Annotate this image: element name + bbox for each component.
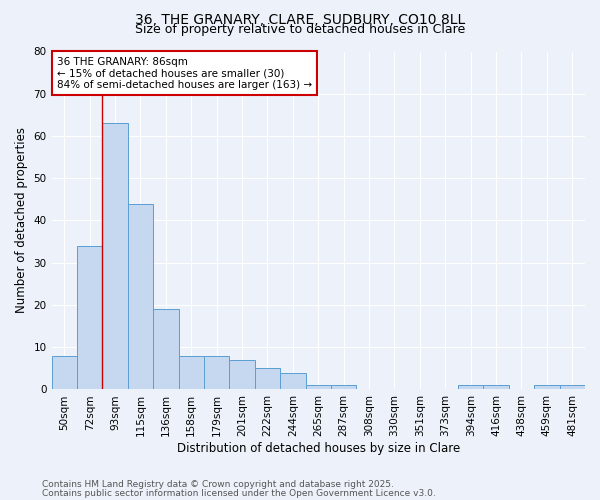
Bar xyxy=(305,385,331,390)
Bar xyxy=(280,372,305,390)
Text: 36 THE GRANARY: 86sqm
← 15% of detached houses are smaller (30)
84% of semi-deta: 36 THE GRANARY: 86sqm ← 15% of detached … xyxy=(57,56,312,90)
Bar xyxy=(204,356,229,390)
Bar xyxy=(331,385,356,390)
Bar xyxy=(534,385,560,390)
Bar xyxy=(458,385,484,390)
Bar xyxy=(229,360,255,390)
Text: 36, THE GRANARY, CLARE, SUDBURY, CO10 8LL: 36, THE GRANARY, CLARE, SUDBURY, CO10 8L… xyxy=(135,12,465,26)
Bar xyxy=(77,246,103,390)
Y-axis label: Number of detached properties: Number of detached properties xyxy=(15,128,28,314)
Bar xyxy=(153,309,179,390)
Bar xyxy=(103,124,128,390)
Bar xyxy=(179,356,204,390)
Text: Contains HM Land Registry data © Crown copyright and database right 2025.: Contains HM Land Registry data © Crown c… xyxy=(42,480,394,489)
Bar xyxy=(128,204,153,390)
Bar xyxy=(52,356,77,390)
Text: Size of property relative to detached houses in Clare: Size of property relative to detached ho… xyxy=(135,22,465,36)
Bar xyxy=(484,385,509,390)
X-axis label: Distribution of detached houses by size in Clare: Distribution of detached houses by size … xyxy=(176,442,460,455)
Bar xyxy=(560,385,585,390)
Text: Contains public sector information licensed under the Open Government Licence v3: Contains public sector information licen… xyxy=(42,488,436,498)
Bar xyxy=(255,368,280,390)
